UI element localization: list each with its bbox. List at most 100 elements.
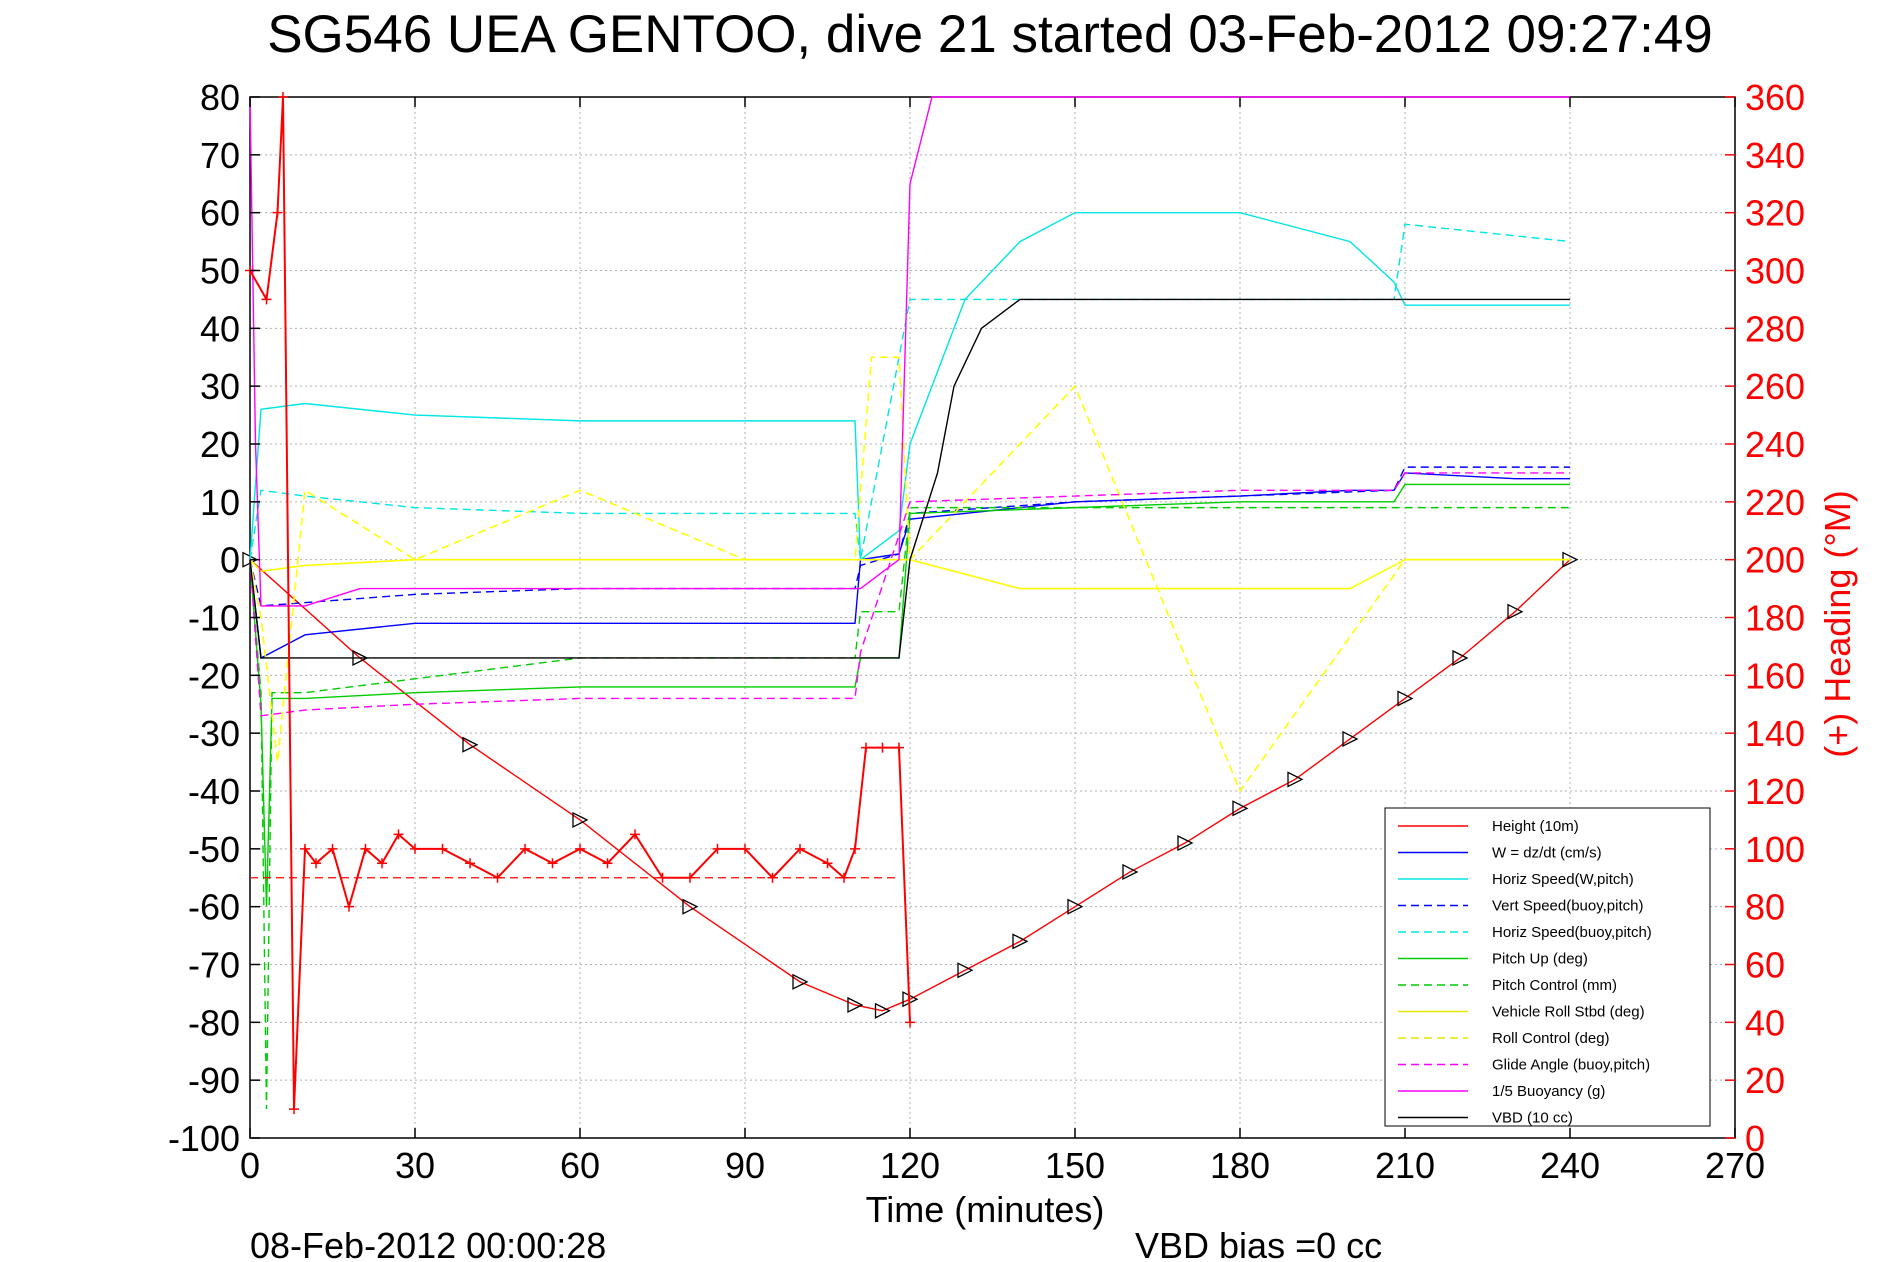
y-tick-label: -90 bbox=[188, 1060, 240, 1101]
height-marker bbox=[1122, 863, 1139, 881]
height-marker bbox=[874, 1002, 891, 1019]
y2-tick-label: 120 bbox=[1745, 771, 1805, 812]
series-line-7 bbox=[249, 558, 1570, 590]
legend-label: VBD (10 cc) bbox=[1492, 1110, 1573, 1127]
height-marker bbox=[462, 736, 479, 753]
height-marker bbox=[682, 898, 699, 915]
legend: Height (10m) W = dz/dt (cm/s) Horiz Speed(… bbox=[1384, 807, 1711, 1127]
height-marker bbox=[957, 962, 974, 979]
y2-tick-label: 340 bbox=[1745, 135, 1805, 176]
y-tick-label: 30 bbox=[200, 366, 240, 407]
legend-label: Pitch Up (deg) bbox=[1492, 951, 1588, 968]
heading-point bbox=[575, 843, 585, 854]
y2-tick-label: 300 bbox=[1745, 251, 1805, 292]
legend-label: Vert Speed(buoy,pitch) bbox=[1492, 898, 1643, 915]
x-tick-label: 180 bbox=[1210, 1145, 1270, 1186]
heading-point bbox=[300, 843, 310, 854]
heading-point bbox=[740, 843, 750, 854]
y-tick-label: 20 bbox=[200, 424, 240, 465]
footer-timestamp: 08-Feb-2012 00:00:28 bbox=[250, 1225, 606, 1262]
heading-point bbox=[327, 843, 338, 854]
legend-label: Glide Angle (buoy,pitch) bbox=[1492, 1057, 1650, 1074]
height-marker bbox=[1067, 898, 1084, 915]
heading-point bbox=[377, 858, 387, 869]
y-tick-label: -10 bbox=[188, 598, 240, 639]
x-tick-label: 60 bbox=[560, 1145, 600, 1186]
series-layer bbox=[242, 96, 1579, 1110]
height-marker bbox=[1452, 649, 1469, 667]
legend-label: Horiz Speed(W,pitch) bbox=[1492, 871, 1634, 888]
x-tick-label: 0 bbox=[240, 1145, 260, 1186]
height-marker bbox=[847, 996, 864, 1014]
heading-point bbox=[261, 294, 272, 305]
heading-point bbox=[410, 843, 420, 854]
x-tick-label: 210 bbox=[1375, 1145, 1435, 1186]
height-marker bbox=[1342, 730, 1359, 748]
height-marker bbox=[572, 811, 589, 828]
y-axis-left: 80 70 60 50 40 30 20 10 0 -10 -20 -30 -40 -50 -60 -70 -8… bbox=[168, 77, 260, 1159]
heading-point bbox=[311, 858, 321, 869]
heading-point bbox=[547, 858, 558, 869]
x-tick-label: 270 bbox=[1705, 1145, 1765, 1186]
y-tick-label: -80 bbox=[188, 1002, 240, 1043]
series-line-11 bbox=[249, 298, 1570, 659]
y-tick-label: 10 bbox=[200, 482, 240, 523]
x-tick-label: 240 bbox=[1540, 1145, 1600, 1186]
x-tick-label: 120 bbox=[880, 1145, 940, 1186]
y2-tick-label: 220 bbox=[1745, 482, 1805, 523]
x-axis-label: Time (minutes) bbox=[866, 1189, 1105, 1230]
y2-tick-label: 140 bbox=[1745, 713, 1805, 754]
legend-box bbox=[1384, 807, 1711, 1127]
heading-point bbox=[877, 742, 888, 753]
heading-point bbox=[520, 843, 530, 854]
y-tick-label: 0 bbox=[220, 540, 240, 581]
legend-label: Vehicle Roll Stbd (deg) bbox=[1492, 1004, 1645, 1021]
x-tick-label: 150 bbox=[1045, 1145, 1105, 1186]
series-line-10 bbox=[249, 96, 1570, 607]
y-tick-label: 70 bbox=[200, 135, 240, 176]
heading-point bbox=[894, 742, 904, 753]
heading-point bbox=[850, 843, 860, 854]
footer-vbd-bias: VBD bias =0 cc bbox=[1135, 1225, 1382, 1262]
height-marker bbox=[1397, 690, 1414, 707]
heading-layer bbox=[245, 92, 915, 1115]
height-marker bbox=[1287, 771, 1304, 788]
heading-line bbox=[249, 96, 911, 1110]
chart-title: SG546 UEA GENTOO, dive 21 started 03-Feb… bbox=[267, 5, 1713, 64]
y2-tick-label: 100 bbox=[1745, 829, 1805, 870]
x-axis: 0 30 60 90 120 150 180 210 240 270 bbox=[240, 97, 1765, 1186]
heading-point bbox=[492, 872, 503, 883]
y-tick-label: -20 bbox=[188, 655, 240, 696]
heading-point bbox=[712, 843, 723, 854]
legend-label: Horiz Speed(buoy,pitch) bbox=[1492, 924, 1652, 941]
heading-point bbox=[905, 1017, 915, 1028]
y2-tick-label: 260 bbox=[1745, 366, 1805, 407]
height-marker bbox=[1012, 933, 1029, 950]
heading-point bbox=[465, 858, 475, 869]
height-marker bbox=[1232, 800, 1249, 817]
height-marker bbox=[1177, 834, 1194, 852]
heading-point bbox=[795, 843, 805, 854]
heading-point bbox=[289, 1104, 299, 1115]
y-tick-label: -100 bbox=[168, 1118, 240, 1159]
y-tick-label: -40 bbox=[188, 771, 240, 812]
heading-point bbox=[278, 92, 288, 102]
legend-label: 1/5 Buoyancy (g) bbox=[1492, 1083, 1605, 1100]
legend-label: Pitch Control (mm) bbox=[1492, 977, 1617, 994]
heading-point bbox=[657, 872, 668, 883]
heading-point bbox=[272, 207, 283, 218]
y-tick-label: 60 bbox=[200, 193, 240, 234]
y2-tick-label: 20 bbox=[1745, 1060, 1785, 1101]
y2-tick-label: 180 bbox=[1745, 598, 1805, 639]
x-tick-label: 90 bbox=[725, 1145, 765, 1186]
heading-point bbox=[839, 872, 849, 883]
legend-label: Roll Control (deg) bbox=[1492, 1030, 1610, 1047]
heading-point bbox=[630, 829, 640, 840]
series-line-9 bbox=[249, 472, 1570, 717]
heading-point bbox=[861, 742, 871, 753]
series-line-2 bbox=[249, 211, 1570, 562]
heading-point bbox=[602, 858, 613, 869]
heading-point bbox=[360, 843, 371, 854]
series-line-6 bbox=[249, 506, 1570, 1110]
